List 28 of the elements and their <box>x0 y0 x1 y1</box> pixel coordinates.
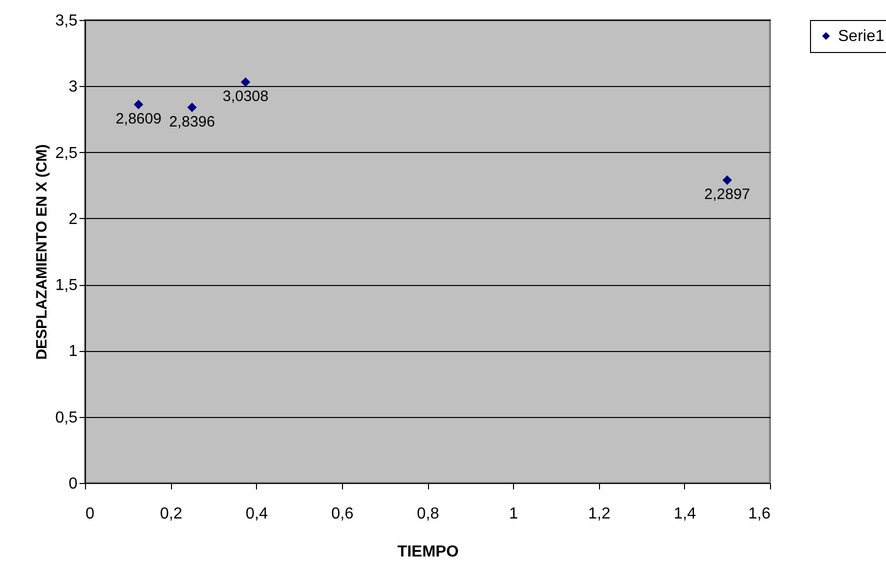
y-tick-label: 3 <box>68 78 78 96</box>
point <box>134 100 144 110</box>
data-label: 2,8396 <box>169 113 215 130</box>
y-tick-label: 1,5 <box>55 277 78 294</box>
x-tick-label: 1,4 <box>674 506 696 522</box>
y-tick-label: 0 <box>68 476 78 492</box>
legend-label: Serie1 <box>838 28 884 45</box>
x-tick-label: 0,2 <box>160 506 182 522</box>
x-tick-label: 0 <box>86 506 94 522</box>
data-label: 2,2897 <box>704 186 750 204</box>
x-tick-label: 0,6 <box>331 506 354 522</box>
y-tick-label: 0,5 <box>55 409 78 426</box>
y-axis-title: DESPLAZAMIENTO EN X (CM) <box>33 144 50 360</box>
y-tick-label: 2,5 <box>55 144 78 162</box>
point <box>187 102 197 112</box>
y-tick-label: 3,5 <box>55 12 78 30</box>
point <box>240 77 250 87</box>
y-tick-label: 1 <box>68 343 78 360</box>
x-tick-label: 0,8 <box>416 506 440 522</box>
x-tick-label: 1,2 <box>588 506 610 522</box>
x-tick-label: 1,6 <box>748 506 771 522</box>
x-tick-label: 0,4 <box>246 506 268 522</box>
x-axis-title: TIEMPO <box>397 544 459 560</box>
y-tick-label: 2 <box>68 210 78 228</box>
data-label: 2,8609 <box>116 110 162 128</box>
data-label: 3,0308 <box>222 88 268 106</box>
x-tick-label: 1 <box>509 506 518 522</box>
point <box>722 175 732 185</box>
